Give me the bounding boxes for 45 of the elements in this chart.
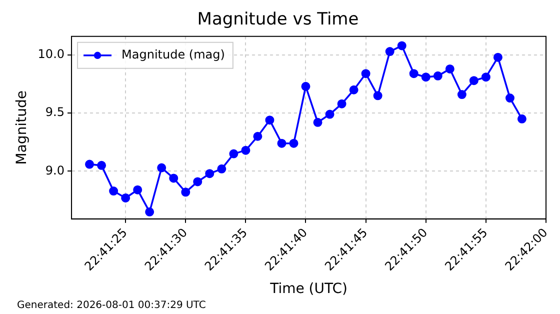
point: [133, 185, 142, 194]
y-tick-label: 9.0: [45, 163, 65, 178]
point: [517, 114, 526, 124]
point: [205, 169, 214, 178]
y-tick-label: 9.5: [45, 105, 65, 120]
point: [469, 76, 478, 86]
point: [457, 90, 466, 100]
point: [493, 52, 502, 62]
point: [253, 132, 262, 141]
point: [97, 160, 106, 170]
point: [121, 193, 130, 202]
y-tick-label: 10.0: [38, 47, 65, 62]
point: [385, 47, 394, 56]
point: [109, 186, 118, 196]
point: [193, 177, 202, 186]
point: [409, 69, 418, 78]
point: [289, 138, 298, 148]
point: [157, 163, 166, 172]
point: [241, 146, 250, 155]
point: [481, 72, 490, 82]
point: [433, 71, 442, 80]
y-axis-title: Magnitude: [14, 90, 30, 165]
chart-title: Magnitude vs Time: [197, 10, 359, 30]
point: [361, 69, 370, 78]
point: [373, 91, 382, 100]
point: [421, 72, 430, 82]
point: [313, 118, 322, 127]
point: [337, 99, 346, 108]
text: Generated: 2026-08-01 00:37:29 UTC: [17, 300, 206, 311]
point: [169, 174, 178, 183]
legend-label: Magnitude (mag): [122, 48, 225, 62]
x-axis-title: Time (UTC): [269, 281, 348, 298]
point: [505, 94, 514, 103]
point: [265, 116, 274, 125]
point: [397, 41, 406, 50]
point: [301, 82, 310, 91]
point: [325, 110, 334, 119]
point: [85, 160, 94, 169]
point: [349, 85, 358, 94]
point: [445, 64, 454, 74]
point: [277, 138, 286, 148]
point: [217, 164, 226, 174]
point: [229, 149, 238, 158]
point: [181, 188, 190, 197]
point: [145, 207, 154, 216]
